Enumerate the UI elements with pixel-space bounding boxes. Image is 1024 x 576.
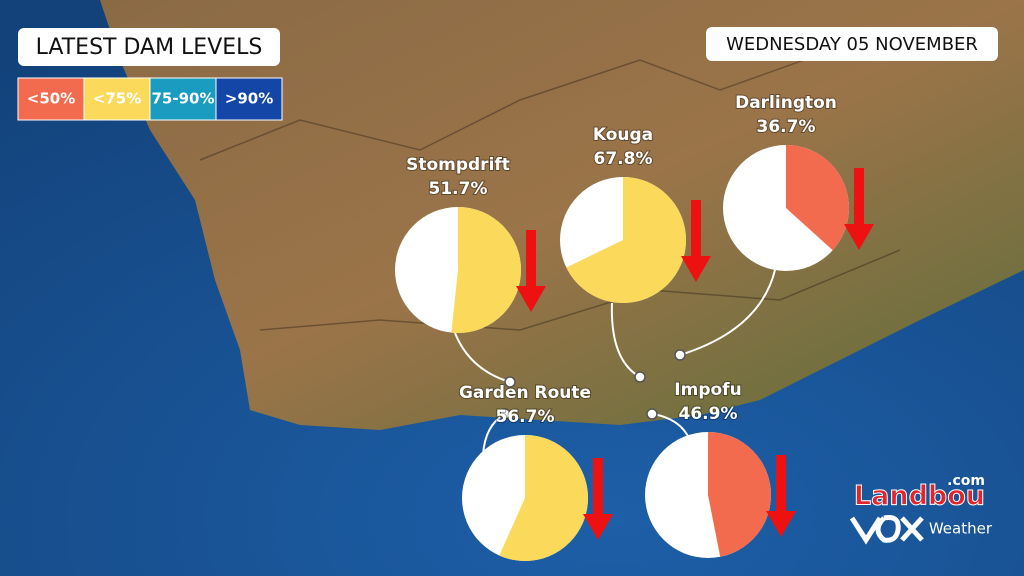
- dam-level: 46.9%: [679, 404, 738, 424]
- dam-level: 56.7%: [496, 407, 555, 427]
- brand-logo: [849, 515, 924, 545]
- dam-level: 51.7%: [429, 179, 488, 199]
- dam-level: 36.7%: [757, 117, 816, 137]
- legend-label: <50%: [27, 90, 75, 108]
- trend-arrow: [681, 200, 711, 282]
- pie-slice: [786, 145, 849, 251]
- title-box: [18, 28, 280, 66]
- legend-label: >90%: [225, 90, 273, 108]
- dots: [499, 349, 686, 420]
- dam-name: Garden Route: [459, 383, 591, 403]
- brand-name: Landbou: [854, 481, 985, 512]
- pie-slice: [499, 435, 588, 561]
- brand-service: Weather: [929, 520, 993, 538]
- legend-label: 75-90%: [151, 90, 214, 108]
- dam-name: Darlington: [735, 93, 837, 113]
- dam-name: Impofu: [674, 380, 741, 400]
- dam-name: Kouga: [593, 125, 653, 145]
- title: LATEST DAM LEVELS: [36, 35, 263, 60]
- trend-arrow: [766, 455, 796, 537]
- pie-slice: [708, 432, 771, 557]
- date: WEDNESDAY 05 NOVEMBER: [726, 34, 978, 55]
- legend-label: <75%: [93, 90, 141, 108]
- date-box: [706, 27, 998, 61]
- pie-slice: [451, 207, 521, 334]
- legend-swatch: [215, 77, 283, 121]
- land: [100, 0, 1024, 430]
- legend-swatch: [149, 77, 217, 121]
- trend-arrow: [583, 458, 613, 540]
- dam-name: Stompdrift: [406, 155, 510, 175]
- brand-suffix: .com: [947, 473, 985, 489]
- borders: [199, 39, 901, 331]
- pie-slice: [566, 177, 686, 304]
- trend-arrow: [844, 168, 874, 250]
- dam-level: 67.8%: [594, 149, 653, 169]
- trend-arrow: [516, 230, 546, 312]
